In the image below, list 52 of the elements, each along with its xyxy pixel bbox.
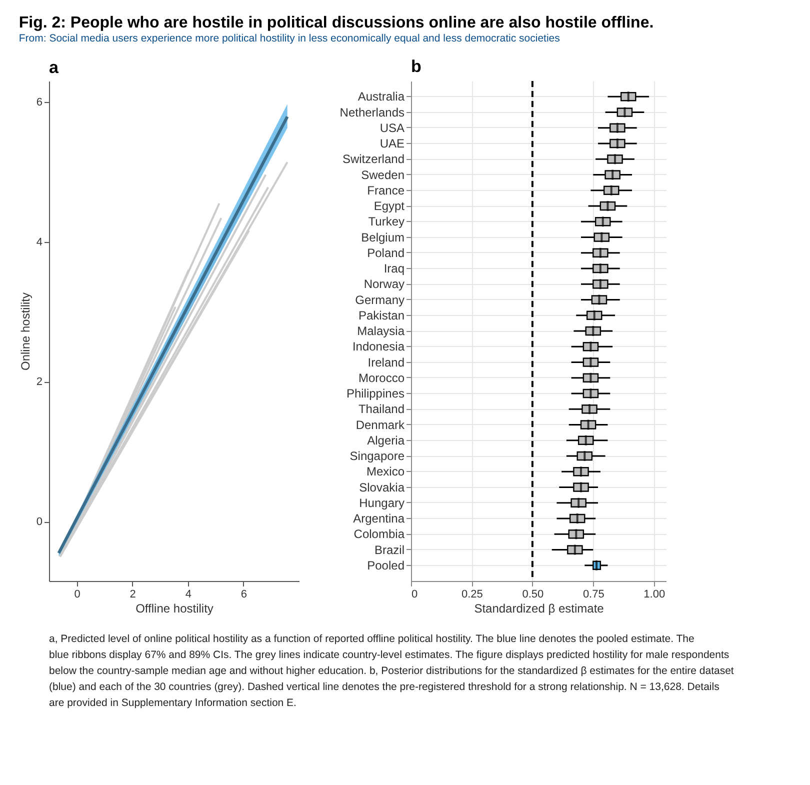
x-tick-label: 4 [185, 588, 192, 600]
y-tick-label: 6 [36, 96, 42, 108]
y-tick-label: Australia [358, 90, 405, 104]
x-tick-label: 1.00 [644, 588, 666, 600]
x-tick-label: 2 [130, 588, 136, 600]
y-tick-label: Pooled [367, 558, 404, 572]
y-tick-label: 4 [36, 236, 42, 248]
text: Fig. 2: People who are hostile in political discussions online are also hostile offline. [18, 14, 654, 32]
x-tick-label: 0.75 [582, 588, 604, 600]
x-tick-label: 0.25 [462, 588, 483, 600]
y-tick-label: France [367, 183, 405, 198]
y-tick-label: UAE [380, 136, 404, 150]
chart-title: b [411, 57, 422, 76]
text: a, Predicted level of online political hostility as a function of reported offline political hostility. The blue line denotes the pooled estimate. The blue ribbons display 67% and 89% CIs. The grey lines indicate country-level estimates. The figure displays predicted hostility for male respondents below the country-sample median age and without higher education. b, Posterior distributions for the standardized β estimates for the entire dataset (blue) and each of the 30 countries (grey). Dashed vertical line denotes the pre-registered threshold for a strong relationship. N = 13,628. Details are provided in Supplementary Information section E. [49, 633, 734, 709]
text: a [49, 58, 59, 77]
x-tick-label: 0.50 [522, 588, 544, 600]
y-tick-label: Thailand [358, 402, 404, 416]
y-tick-label: Ireland [368, 355, 404, 370]
x-tick-label: 0 [412, 588, 418, 600]
y-tick-label: Switzerland [342, 152, 404, 166]
y-tick-label: Belgium [361, 230, 404, 244]
chart-subtitle: From: Social media users experience more political hostility in less economically equal and less democratic societies [18, 32, 560, 44]
y-tick-label: Turkey [368, 214, 404, 229]
y-tick-label: Indonesia [352, 340, 405, 354]
y-tick-label: Egypt [374, 199, 406, 213]
y-tick-label: Mexico [366, 464, 405, 479]
y-tick-label: Colombia [354, 527, 405, 542]
y-tick-label: Algeria [367, 433, 405, 448]
y-tick-label: Singapore [350, 449, 405, 463]
y-tick-label: USA [380, 120, 404, 135]
y-tick-label: Slovakia [359, 480, 405, 494]
y-tick-label: 2 [36, 376, 42, 388]
y-tick-label: Norway [364, 277, 404, 292]
y-tick-label: Brazil [374, 542, 404, 557]
y-tick-label: 0 [36, 516, 42, 528]
y-tick-label: Pakistan [358, 308, 404, 322]
y-tick-label: Netherlands [340, 105, 404, 120]
y-tick-label: Sweden [361, 168, 404, 182]
x-tick-label: 6 [240, 588, 248, 600]
y-tick-label: Malaysia [357, 324, 405, 338]
x-tick-label: 0 [74, 588, 80, 600]
y-axis-title: Online hostility [18, 292, 32, 371]
y-tick-label: Poland [367, 246, 404, 260]
y-tick-label: Argentina [353, 512, 405, 526]
y-tick-label: Hungary [359, 496, 404, 510]
y-tick-label: Morocco [358, 370, 405, 385]
y-tick-label: Iraq [384, 262, 404, 276]
x-axis-title: Standardized β estimate [474, 602, 604, 616]
y-tick-label: Denmark [356, 418, 406, 432]
y-tick-label: Philippines [346, 386, 404, 400]
x-axis-title: Offline hostility [136, 602, 214, 616]
y-tick-label: Germany [355, 292, 404, 307]
